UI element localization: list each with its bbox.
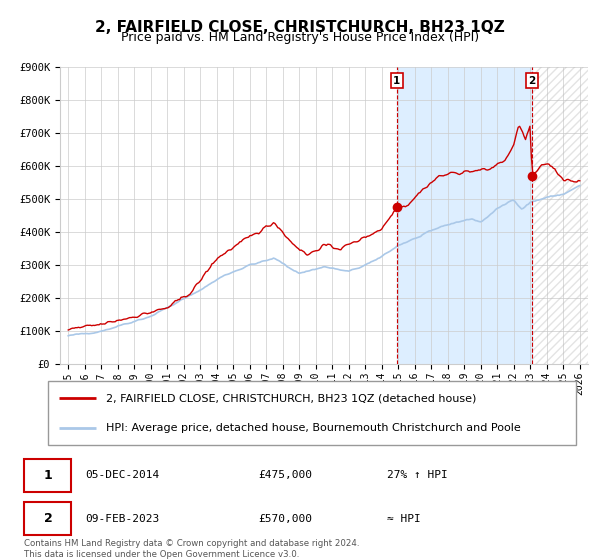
Text: 1: 1 — [44, 469, 52, 482]
FancyBboxPatch shape — [24, 459, 71, 492]
Text: 05-DEC-2014: 05-DEC-2014 — [85, 470, 160, 480]
FancyBboxPatch shape — [24, 502, 71, 535]
Text: 2, FAIRFIELD CLOSE, CHRISTCHURCH, BH23 1QZ (detached house): 2, FAIRFIELD CLOSE, CHRISTCHURCH, BH23 1… — [106, 393, 476, 403]
Text: 2, FAIRFIELD CLOSE, CHRISTCHURCH, BH23 1QZ: 2, FAIRFIELD CLOSE, CHRISTCHURCH, BH23 1… — [95, 20, 505, 35]
Text: 2: 2 — [44, 512, 52, 525]
Text: 2: 2 — [529, 76, 536, 86]
Text: 1: 1 — [394, 76, 401, 86]
Bar — [397, 67, 532, 364]
Text: ≈ HPI: ≈ HPI — [387, 514, 421, 524]
Text: £570,000: £570,000 — [259, 514, 313, 524]
Text: HPI: Average price, detached house, Bournemouth Christchurch and Poole: HPI: Average price, detached house, Bour… — [106, 423, 521, 433]
Text: £475,000: £475,000 — [259, 470, 313, 480]
Text: 09-FEB-2023: 09-FEB-2023 — [85, 514, 160, 524]
Text: 27% ↑ HPI: 27% ↑ HPI — [387, 470, 448, 480]
FancyBboxPatch shape — [48, 381, 576, 445]
Text: Price paid vs. HM Land Registry's House Price Index (HPI): Price paid vs. HM Land Registry's House … — [121, 31, 479, 44]
Bar — [532, 67, 588, 364]
Text: Contains HM Land Registry data © Crown copyright and database right 2024.
This d: Contains HM Land Registry data © Crown c… — [24, 539, 359, 559]
